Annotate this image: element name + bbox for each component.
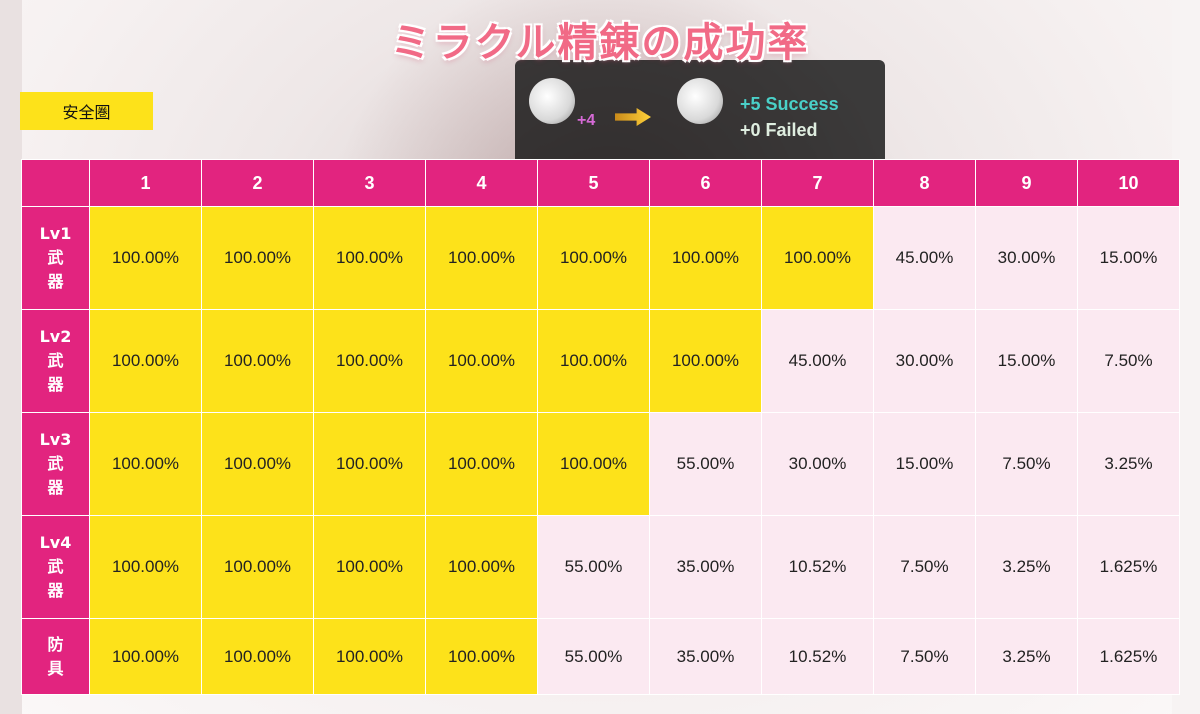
- row-header-label: 防: [47, 634, 64, 654]
- rate-cell: 100.00%: [313, 309, 426, 413]
- rate-cell: 100.00%: [201, 412, 314, 516]
- rate-cell: 15.00%: [873, 412, 976, 516]
- row-header-label: Lv4: [39, 533, 72, 552]
- rate-cell: 10.52%: [761, 515, 874, 619]
- rate-cell: 100.00%: [425, 412, 538, 516]
- column-header: 6: [649, 159, 762, 207]
- row-header-label: 器: [47, 272, 64, 291]
- column-header: 7: [761, 159, 874, 207]
- column-header: 3: [313, 159, 426, 207]
- rate-cell: 100.00%: [537, 309, 650, 413]
- arrow-right-icon: [615, 108, 651, 126]
- bg-success-text: +5 Success: [740, 94, 839, 114]
- rate-cell: 100.00%: [649, 206, 762, 310]
- rate-cell: 30.00%: [873, 309, 976, 413]
- rate-cell: 100.00%: [761, 206, 874, 310]
- rate-cell: 7.50%: [873, 618, 976, 695]
- row-header-label: 武: [47, 248, 64, 267]
- legend-safe-zone: 安全圏: [20, 92, 153, 130]
- rate-cell: 100.00%: [201, 618, 314, 695]
- row-header-label: 武: [47, 454, 64, 473]
- table-row: Lv3 武器 100.00% 100.00% 100.00% 100.00% 100.00%…: [21, 412, 1180, 516]
- row-header: Lv4 武器: [21, 515, 90, 619]
- rate-cell: 100.00%: [313, 618, 426, 695]
- table-row: Lv4 武器 100.00% 100.00% 100.00% 100.00% 55.00% 3…: [21, 515, 1180, 619]
- refine-item-icon: [529, 78, 575, 124]
- row-header: Lv3 武器: [21, 412, 90, 516]
- rate-cell: 100.00%: [313, 206, 426, 310]
- row-header-label: 具: [47, 658, 64, 678]
- table-row: 防具 100.00% 100.00% 100.00% 100.00% 55.00% 35.0…: [21, 618, 1180, 695]
- legend-label: 安全圏: [62, 103, 111, 122]
- rate-cell: 100.00%: [313, 515, 426, 619]
- background-refine-panel: +4 +5 Success +0 Failed: [515, 60, 885, 170]
- rate-cell: 100.00%: [201, 309, 314, 413]
- bg-failed-text: +0 Failed: [740, 120, 818, 140]
- bg-level-from: +4: [577, 112, 596, 129]
- rate-cell: 100.00%: [89, 515, 202, 619]
- column-header: 10: [1077, 159, 1180, 207]
- rate-cell: 7.50%: [975, 412, 1078, 516]
- corner-cell: [21, 159, 90, 207]
- rate-cell: 1.625%: [1077, 618, 1180, 695]
- rate-cell: 30.00%: [761, 412, 874, 516]
- table-row: Lv1 武器 100.00% 100.00% 100.00% 100.00% 100.00%…: [21, 206, 1180, 310]
- rate-cell: 100.00%: [425, 206, 538, 310]
- rate-cell: 45.00%: [873, 206, 976, 310]
- rate-cell: 3.25%: [1077, 412, 1180, 516]
- row-header-label: 器: [47, 375, 64, 394]
- rate-cell: 55.00%: [537, 515, 650, 619]
- row-header-label: 器: [47, 581, 64, 600]
- rate-cell: 55.00%: [649, 412, 762, 516]
- rate-cell: 100.00%: [425, 309, 538, 413]
- rate-cell: 3.25%: [975, 515, 1078, 619]
- rate-cell: 100.00%: [89, 618, 202, 695]
- rate-cell: 15.00%: [1077, 206, 1180, 310]
- column-header: 8: [873, 159, 976, 207]
- refine-result-icon: [677, 78, 723, 124]
- column-header: 1: [89, 159, 202, 207]
- rate-cell: 100.00%: [425, 515, 538, 619]
- row-header-label: 武: [47, 557, 64, 576]
- rate-cell: 100.00%: [89, 412, 202, 516]
- rate-cell: 55.00%: [537, 618, 650, 695]
- rate-cell: 100.00%: [537, 412, 650, 516]
- rate-cell: 7.50%: [1077, 309, 1180, 413]
- rate-cell: 100.00%: [201, 515, 314, 619]
- column-header: 2: [201, 159, 314, 207]
- column-header: 9: [975, 159, 1078, 207]
- column-header: 5: [537, 159, 650, 207]
- page-title: ミラクル精錬の成功率: [390, 20, 810, 66]
- rate-cell: 15.00%: [975, 309, 1078, 413]
- rate-cell: 10.52%: [761, 618, 874, 695]
- table-row: Lv2 武器 100.00% 100.00% 100.00% 100.00% 100.00%…: [21, 309, 1180, 413]
- success-rate-table: 1 2 3 4 5 6 7 8 9 10 Lv1 武器 100.00% 100.00%…: [21, 159, 1180, 695]
- rate-cell: 35.00%: [649, 515, 762, 619]
- rate-cell: 100.00%: [89, 309, 202, 413]
- rate-cell: 100.00%: [649, 309, 762, 413]
- rate-cell: 45.00%: [761, 309, 874, 413]
- row-header: Lv1 武器: [21, 206, 90, 310]
- rate-cell: 100.00%: [425, 618, 538, 695]
- row-header-label: 武: [47, 351, 64, 370]
- rate-cell: 100.00%: [89, 206, 202, 310]
- rate-cell: 30.00%: [975, 206, 1078, 310]
- row-header-label: Lv3: [39, 430, 72, 449]
- rate-cell: 35.00%: [649, 618, 762, 695]
- table-header-row: 1 2 3 4 5 6 7 8 9 10: [21, 159, 1180, 207]
- row-header-label: 器: [47, 478, 64, 497]
- rate-cell: 100.00%: [537, 206, 650, 310]
- column-header: 4: [425, 159, 538, 207]
- row-header: Lv2 武器: [21, 309, 90, 413]
- rate-cell: 3.25%: [975, 618, 1078, 695]
- row-header-label: Lv2: [39, 327, 72, 346]
- row-header-label: Lv1: [39, 224, 72, 243]
- rate-cell: 1.625%: [1077, 515, 1180, 619]
- rate-cell: 100.00%: [201, 206, 314, 310]
- row-header: 防具: [21, 618, 90, 695]
- rate-cell: 7.50%: [873, 515, 976, 619]
- rate-cell: 100.00%: [313, 412, 426, 516]
